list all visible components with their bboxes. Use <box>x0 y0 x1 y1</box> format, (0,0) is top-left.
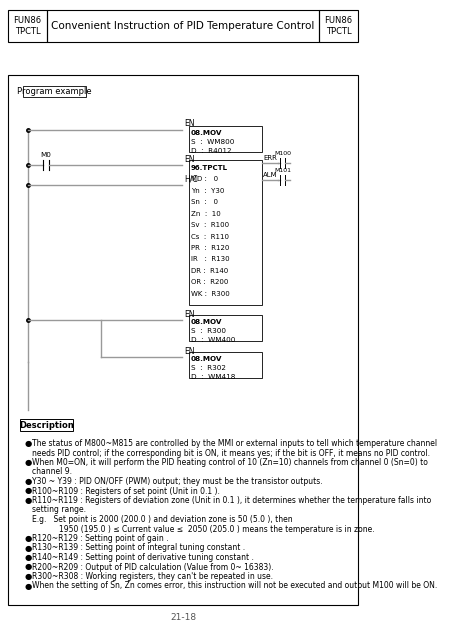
Text: DR :  R140: DR : R140 <box>191 268 228 274</box>
Text: H/C: H/C <box>184 175 197 184</box>
Text: ERR: ERR <box>262 155 276 161</box>
Text: S  :  R302: S : R302 <box>191 365 226 371</box>
Text: D  :  R4012: D : R4012 <box>191 148 231 154</box>
Text: channel 9.: channel 9. <box>32 467 72 477</box>
Text: ●: ● <box>24 458 32 467</box>
Text: Convenient Instruction of PID Temperature Control: Convenient Instruction of PID Temperatur… <box>51 21 314 31</box>
Text: When the setting of Sn, Zn comes error, this instruction will not be executed an: When the setting of Sn, Zn comes error, … <box>32 582 437 591</box>
Text: R130~R139 : Setting point of integral tuning constant .: R130~R139 : Setting point of integral tu… <box>32 543 245 552</box>
Text: R200~R209 : Output of PID calculation (Value from 0~ 16383).: R200~R209 : Output of PID calculation (V… <box>32 563 273 572</box>
Bar <box>188 126 261 152</box>
Bar <box>23 86 86 97</box>
Text: Y30 ~ Y39 : PID ON/OFF (PWM) output; they must be the transistor outputs.: Y30 ~ Y39 : PID ON/OFF (PWM) output; the… <box>32 477 322 486</box>
Text: EN: EN <box>184 346 194 355</box>
Text: MD :   0: MD : 0 <box>191 177 218 182</box>
Text: PR  :  R120: PR : R120 <box>191 245 229 251</box>
Text: ●: ● <box>24 496 32 505</box>
Text: M101: M101 <box>273 168 290 173</box>
Bar <box>188 315 261 341</box>
Text: 1950 (195.0 ) ≤ Current value ≤  2050 (205.0 ) means the temperature is in zone.: 1950 (195.0 ) ≤ Current value ≤ 2050 (20… <box>41 525 374 534</box>
Text: E.g.   Set point is 2000 (200.0 ) and deviation zone is 50 (5.0 ), then: E.g. Set point is 2000 (200.0 ) and devi… <box>32 515 292 524</box>
Text: ●: ● <box>24 582 32 591</box>
Text: ●: ● <box>24 563 32 572</box>
Text: M100: M100 <box>273 151 290 156</box>
Text: ●: ● <box>24 553 32 562</box>
Text: R300~R308 : Working registers, they can't be repeated in use.: R300~R308 : Working registers, they can'… <box>32 572 273 581</box>
Text: ●: ● <box>24 543 32 552</box>
Bar <box>8 75 357 605</box>
Text: Sv  :  R100: Sv : R100 <box>191 222 229 228</box>
Text: setting range.: setting range. <box>32 506 86 515</box>
Text: The status of M800~M815 are controlled by the MMI or external inputs to tell whi: The status of M800~M815 are controlled b… <box>32 439 437 448</box>
Text: Zn  :  10: Zn : 10 <box>191 211 221 217</box>
Text: ●: ● <box>24 486 32 495</box>
Bar <box>20 419 73 431</box>
Text: R120~R129 : Setting point of gain .: R120~R129 : Setting point of gain . <box>32 534 169 543</box>
Text: 08.MOV: 08.MOV <box>191 130 222 136</box>
Bar <box>188 160 261 305</box>
Text: D  :  WM418: D : WM418 <box>191 374 235 380</box>
Text: needs PID control; if the corresponding bit is ON, it means yes; if the bit is O: needs PID control; if the corresponding … <box>32 449 429 458</box>
Text: S  :  R300: S : R300 <box>191 328 226 334</box>
Text: ●: ● <box>24 477 32 486</box>
Bar <box>47 10 318 42</box>
Text: Description: Description <box>19 420 74 429</box>
Text: D  :  WM400: D : WM400 <box>191 337 235 343</box>
Text: ●: ● <box>24 534 32 543</box>
Text: EN: EN <box>184 120 194 129</box>
Text: S  :  WM800: S : WM800 <box>191 139 234 145</box>
Text: R110~R119 : Registers of deviation zone (Unit in 0.1 ), it determines whether th: R110~R119 : Registers of deviation zone … <box>32 496 431 505</box>
Bar <box>318 10 357 42</box>
Text: When M0=ON, it will perform the PID heating control of 10 (Zn=10) channels from : When M0=ON, it will perform the PID heat… <box>32 458 427 467</box>
Text: ●: ● <box>24 572 32 581</box>
Text: R140~R149 : Setting point of derivative tuning constant .: R140~R149 : Setting point of derivative … <box>32 553 254 562</box>
Text: OR :  R200: OR : R200 <box>191 279 228 285</box>
Text: M0: M0 <box>41 152 51 158</box>
Text: Yn  :  Y30: Yn : Y30 <box>191 188 224 194</box>
Text: Sn  :   0: Sn : 0 <box>191 199 218 205</box>
Text: 08.MOV: 08.MOV <box>191 319 222 325</box>
Text: 21-18: 21-18 <box>170 614 196 623</box>
Text: FUN86
TPCTL: FUN86 TPCTL <box>324 15 352 36</box>
Text: 08.MOV: 08.MOV <box>191 356 222 362</box>
Text: FUN86
TPCTL: FUN86 TPCTL <box>14 15 41 36</box>
Text: 96.TPCTL: 96.TPCTL <box>191 165 228 171</box>
Text: Cs  :  R110: Cs : R110 <box>191 234 229 239</box>
Text: WK :  R300: WK : R300 <box>191 291 230 296</box>
Text: EN: EN <box>184 310 194 319</box>
Bar <box>8 10 47 42</box>
Text: IR   :  R130: IR : R130 <box>191 257 229 262</box>
Text: ●: ● <box>24 439 32 448</box>
Text: EN: EN <box>184 154 194 163</box>
Text: ALM: ALM <box>262 172 277 178</box>
Text: Program example: Program example <box>17 87 92 96</box>
Text: R100~R109 : Registers of set point (Unit in 0.1 ).: R100~R109 : Registers of set point (Unit… <box>32 486 220 495</box>
Bar <box>188 352 261 378</box>
